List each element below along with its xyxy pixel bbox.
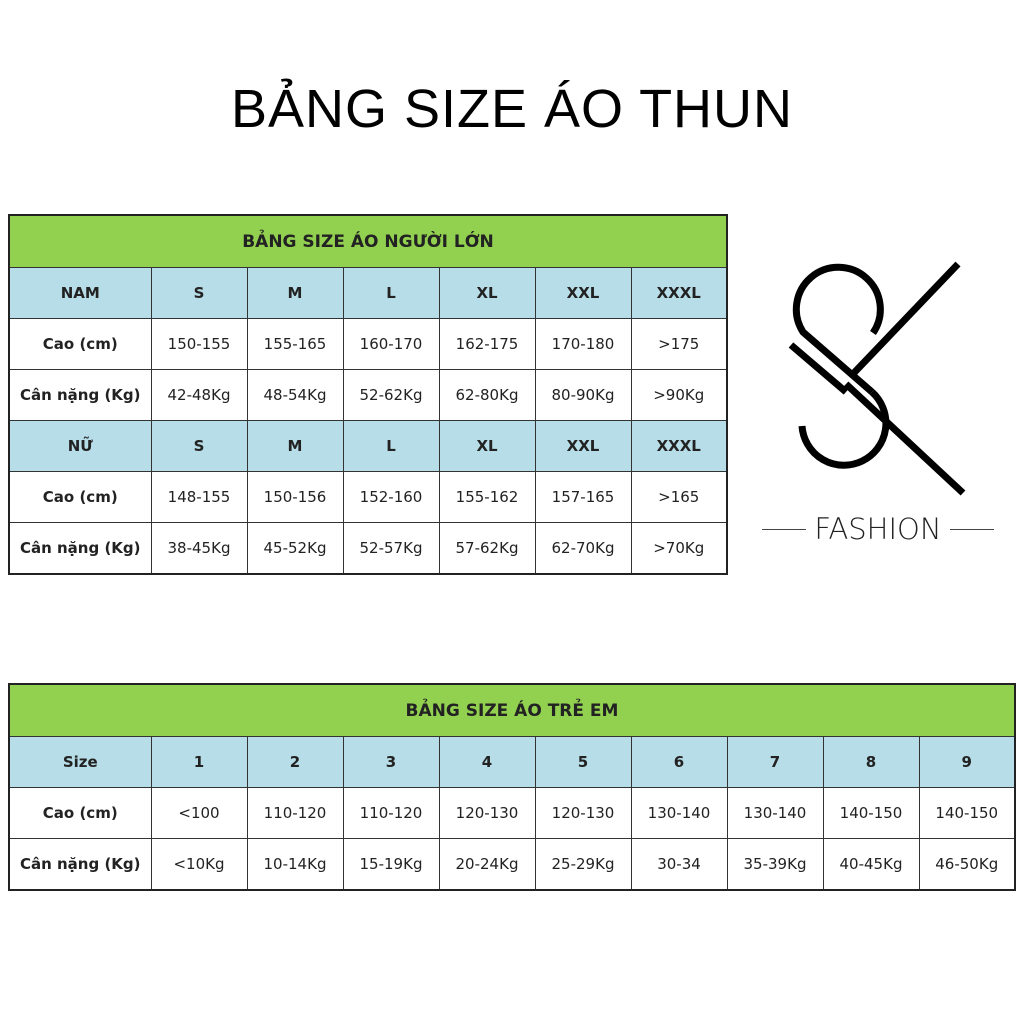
logo-k-leg: [843, 381, 966, 496]
nu-header-row: NỮ S M L XL XXL XXXL: [8, 420, 728, 472]
table-cell: 162-175: [438, 318, 536, 370]
adult-size-table: BẢNG SIZE ÁO NGƯỜI LỚN NAM S M L XL XXL XXXL C…: [8, 214, 728, 575]
table-cell: 120-130: [534, 787, 632, 839]
table-cell: 148-155: [150, 471, 248, 523]
table-cell: 9: [918, 736, 1016, 788]
table-cell: 46-50Kg: [918, 838, 1016, 891]
table-cell: 152-160: [342, 471, 440, 523]
table-cell: 140-150: [918, 787, 1016, 839]
table-cell: 157-165: [534, 471, 632, 523]
table-cell: 52-62Kg: [342, 369, 440, 421]
table-cell: 35-39Kg: [726, 838, 824, 891]
table-cell: 155-165: [246, 318, 344, 370]
table-cell: >90Kg: [630, 369, 728, 421]
table-cell: 160-170: [342, 318, 440, 370]
table-cell: 3: [342, 736, 440, 788]
table-cell: >165: [630, 471, 728, 523]
row-label: Cao (cm): [8, 318, 152, 370]
page-title: BẢNG SIZE ÁO THUN: [230, 79, 794, 139]
nu-label: NỮ: [8, 420, 152, 472]
table-cell: 130-140: [726, 787, 824, 839]
table-cell: <10Kg: [150, 838, 248, 891]
table-cell: 62-80Kg: [438, 369, 536, 421]
kids-table-title: BẢNG SIZE ÁO TRẺ EM: [8, 683, 1016, 737]
kids-weight-row: Cân nặng (Kg) <10Kg 10-14Kg 15-19Kg 20-24Kg 2…: [8, 838, 1016, 891]
table-cell: 150-156: [246, 471, 344, 523]
table-cell: 4: [438, 736, 536, 788]
divider-line: [949, 528, 994, 530]
table-cell: 10-14Kg: [246, 838, 344, 891]
table-cell: 7: [726, 736, 824, 788]
table-cell: XL: [438, 267, 536, 319]
table-cell: >175: [630, 318, 728, 370]
row-label: Cân nặng (Kg): [8, 522, 152, 575]
table-cell: 5: [534, 736, 632, 788]
table-cell: 8: [822, 736, 920, 788]
table-cell: 155-162: [438, 471, 536, 523]
table-cell: 1: [150, 736, 248, 788]
table-cell: 130-140: [630, 787, 728, 839]
logo-s-bottom-arc: [798, 389, 890, 469]
table-cell: 38-45Kg: [150, 522, 248, 575]
table-cell: 6: [630, 736, 728, 788]
divider-line: [762, 528, 807, 530]
table-cell: 110-120: [246, 787, 344, 839]
adult-table-title: BẢNG SIZE ÁO NGƯỜI LỚN: [8, 214, 728, 268]
table-cell: 20-24Kg: [438, 838, 536, 891]
table-cell: L: [342, 420, 440, 472]
table-cell: 80-90Kg: [534, 369, 632, 421]
table-cell: XXL: [534, 267, 632, 319]
table-cell: 15-19Kg: [342, 838, 440, 891]
table-cell: XXXL: [630, 267, 728, 319]
table-cell: M: [246, 267, 344, 319]
table-cell: 40-45Kg: [822, 838, 920, 891]
row-label: Cân nặng (Kg): [8, 838, 152, 891]
kids-height-row: Cao (cm) <100 110-120 110-120 120-130 120-130…: [8, 787, 1016, 839]
table-cell: 48-54Kg: [246, 369, 344, 421]
table-cell: 30-34: [630, 838, 728, 891]
logo-s-top-arc: [792, 263, 884, 395]
table-cell: 62-70Kg: [534, 522, 632, 575]
nu-weight-row: Cân nặng (Kg) 38-45Kg 45-52Kg 52-57Kg 57-62K…: [8, 522, 728, 575]
sk-logo: [788, 261, 966, 496]
table-cell: 57-62Kg: [438, 522, 536, 575]
table-cell: XXL: [534, 420, 632, 472]
brand-name: FASHION: [814, 512, 942, 546]
row-label: Cao (cm): [8, 471, 152, 523]
nam-height-row: Cao (cm) 150-155 155-165 160-170 162-175 170-…: [8, 318, 728, 370]
table-cell: 52-57Kg: [342, 522, 440, 575]
nu-height-row: Cao (cm) 148-155 150-156 152-160 155-162 157-…: [8, 471, 728, 523]
table-cell: S: [150, 267, 248, 319]
brand-wordmark: FASHION: [762, 512, 994, 546]
logo-k-arm: [847, 261, 961, 380]
table-cell: 170-180: [534, 318, 632, 370]
table-cell: 110-120: [342, 787, 440, 839]
row-label: Cao (cm): [8, 787, 152, 839]
table-cell: M: [246, 420, 344, 472]
table-cell: XL: [438, 420, 536, 472]
logo-s-inner-line: [788, 342, 849, 395]
table-cell: 45-52Kg: [246, 522, 344, 575]
table-cell: L: [342, 267, 440, 319]
kids-size-row: Size 1 2 3 4 5 6 7 8 9: [8, 736, 1016, 788]
table-cell: 42-48Kg: [150, 369, 248, 421]
table-cell: 150-155: [150, 318, 248, 370]
nam-header-row: NAM S M L XL XXL XXXL: [8, 267, 728, 319]
table-cell: 140-150: [822, 787, 920, 839]
kids-size-table: BẢNG SIZE ÁO TRẺ EM Size 1 2 3 4 5 6 7 8 9 Cao (c…: [8, 683, 1016, 891]
table-cell: 25-29Kg: [534, 838, 632, 891]
nam-weight-row: Cân nặng (Kg) 42-48Kg 48-54Kg 52-62Kg 62-80K…: [8, 369, 728, 421]
table-cell: S: [150, 420, 248, 472]
table-cell: 2: [246, 736, 344, 788]
table-cell: 120-130: [438, 787, 536, 839]
row-label: Size: [8, 736, 152, 788]
row-label: Cân nặng (Kg): [8, 369, 152, 421]
table-cell: >70Kg: [630, 522, 728, 575]
nam-label: NAM: [8, 267, 152, 319]
table-cell: <100: [150, 787, 248, 839]
table-cell: XXXL: [630, 420, 728, 472]
